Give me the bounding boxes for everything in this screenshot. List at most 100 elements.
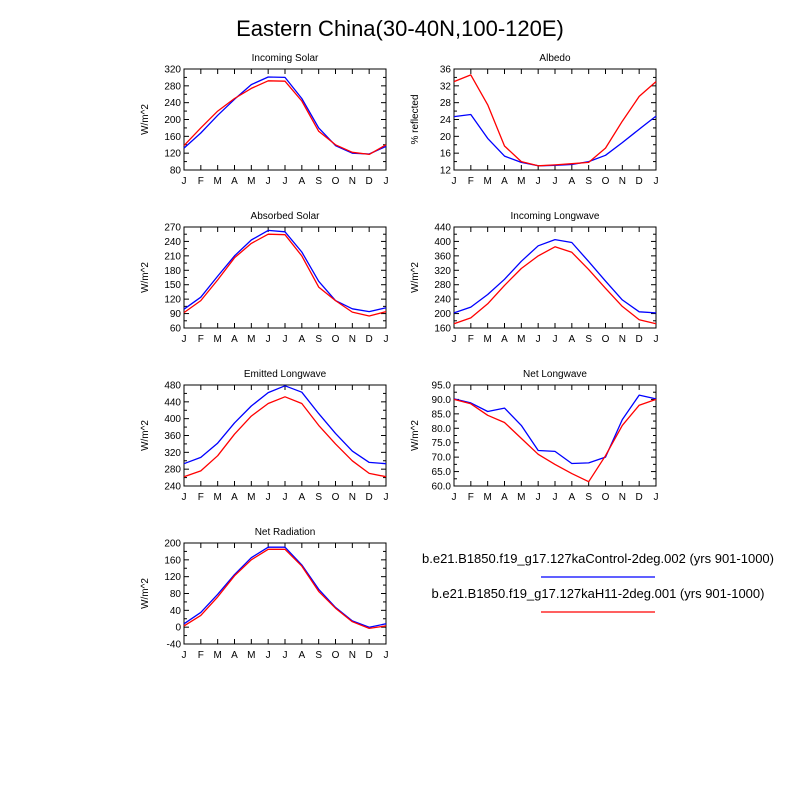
y-tick-label: 280 <box>434 280 451 291</box>
y-tick-label: 120 <box>164 572 181 583</box>
x-tick-label: O <box>602 492 610 503</box>
x-tick-label: A <box>568 176 575 187</box>
y-tick-label: 240 <box>434 295 451 306</box>
x-tick-label: M <box>213 334 221 345</box>
series-line-h11 <box>183 548 387 630</box>
x-tick-label: A <box>231 176 238 187</box>
y-tick-label: 16 <box>440 149 452 160</box>
x-tick-label: M <box>517 334 525 345</box>
x-tick-label: J <box>283 176 288 187</box>
y-tick-label: 36 <box>440 65 452 76</box>
y-axis-label: W/m^2 <box>410 420 421 451</box>
x-tick-label: N <box>619 334 626 345</box>
x-tick-label: S <box>315 650 322 661</box>
x-tick-label: D <box>636 176 643 187</box>
x-tick-label: J <box>654 334 659 345</box>
x-tick-label: N <box>349 650 356 661</box>
series-line-control <box>453 113 657 167</box>
y-tick-label: 240 <box>164 482 181 493</box>
series-line-control <box>453 394 657 465</box>
x-tick-label: J <box>384 334 389 345</box>
x-tick-label: M <box>247 492 255 503</box>
y-tick-label: 12 <box>440 166 452 177</box>
x-tick-label: O <box>332 650 340 661</box>
y-axis-label: % reflected <box>410 94 421 144</box>
x-tick-label: J <box>182 492 187 503</box>
panel-title: Incoming Longwave <box>511 211 600 222</box>
y-tick-label: 70.0 <box>432 453 452 464</box>
y-tick-label: 480 <box>164 381 181 392</box>
y-tick-label: 360 <box>434 251 451 262</box>
panel-title: Net Longwave <box>523 369 587 380</box>
panel-title: Incoming Solar <box>252 53 319 64</box>
x-tick-label: S <box>585 176 592 187</box>
x-tick-label: J <box>654 492 659 503</box>
x-tick-label: S <box>315 334 322 345</box>
x-tick-label: F <box>468 492 474 503</box>
x-tick-label: F <box>468 176 474 187</box>
x-tick-label: S <box>315 176 322 187</box>
series-line-control <box>183 385 387 465</box>
x-tick-label: A <box>298 334 305 345</box>
y-tick-label: 280 <box>164 81 181 92</box>
y-tick-label: 400 <box>164 414 181 425</box>
x-tick-label: S <box>585 492 592 503</box>
x-tick-label: D <box>366 650 373 661</box>
x-tick-label: J <box>283 650 288 661</box>
y-tick-label: 65.0 <box>432 467 452 478</box>
x-tick-label: J <box>452 334 457 345</box>
y-tick-label: -40 <box>167 640 182 651</box>
x-tick-label: D <box>636 492 643 503</box>
y-tick-label: 320 <box>164 448 181 459</box>
y-tick-label: 180 <box>164 266 181 277</box>
y-tick-label: 80 <box>170 166 182 177</box>
x-tick-label: O <box>602 176 610 187</box>
y-tick-label: 160 <box>164 555 181 566</box>
y-tick-label: 90 <box>170 309 182 320</box>
x-tick-label: A <box>298 492 305 503</box>
x-tick-label: J <box>182 334 187 345</box>
x-tick-label: F <box>198 650 204 661</box>
x-tick-label: J <box>266 334 271 345</box>
x-tick-label: D <box>636 334 643 345</box>
y-axis-label: W/m^2 <box>140 420 151 451</box>
panel-title: Absorbed Solar <box>251 211 321 222</box>
y-axis-label: W/m^2 <box>410 262 421 293</box>
x-tick-label: F <box>198 492 204 503</box>
x-tick-label: J <box>553 176 558 187</box>
x-tick-label: O <box>602 334 610 345</box>
x-tick-label: M <box>483 176 491 187</box>
x-tick-label: J <box>266 176 271 187</box>
y-tick-label: 360 <box>164 431 181 442</box>
y-tick-label: 95.0 <box>432 381 452 392</box>
series-line-control <box>453 238 657 314</box>
x-tick-label: J <box>536 492 541 503</box>
y-tick-label: 200 <box>164 115 181 126</box>
series-line-control <box>183 76 387 155</box>
x-tick-label: J <box>553 334 558 345</box>
x-tick-label: N <box>619 492 626 503</box>
y-tick-label: 28 <box>440 98 452 109</box>
x-tick-label: M <box>213 176 221 187</box>
legend-label-h11: b.e21.B1850.f19_g17.127kaH11-2deg.001 (y… <box>432 586 765 601</box>
x-tick-label: N <box>619 176 626 187</box>
x-tick-label: M <box>517 492 525 503</box>
x-tick-label: A <box>501 176 508 187</box>
x-tick-label: J <box>182 176 187 187</box>
x-tick-label: J <box>654 176 659 187</box>
y-tick-label: 75.0 <box>432 438 452 449</box>
series-line-h11 <box>453 398 657 483</box>
x-tick-label: J <box>384 492 389 503</box>
y-tick-label: 85.0 <box>432 409 452 420</box>
series-line-h11 <box>453 246 657 325</box>
x-tick-label: M <box>517 176 525 187</box>
plot-frame <box>183 542 387 645</box>
panel-title: Net Radiation <box>255 527 316 538</box>
series-line-control <box>183 229 387 313</box>
x-tick-label: A <box>231 650 238 661</box>
